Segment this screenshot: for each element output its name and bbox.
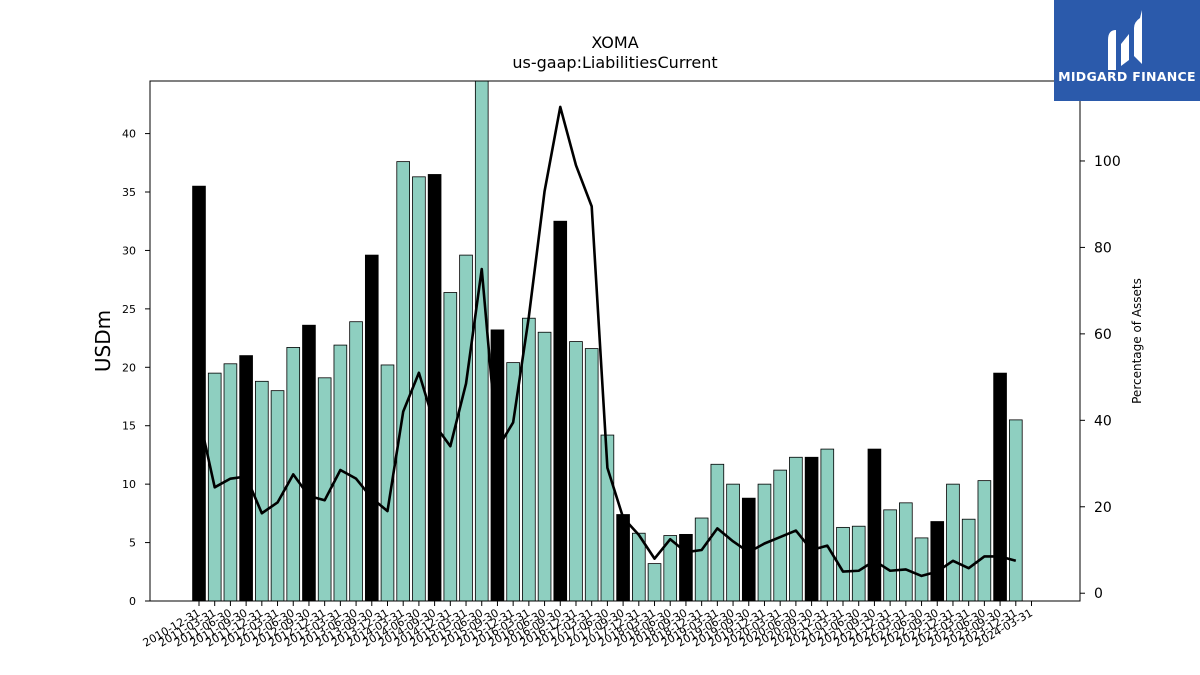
y-tick-label: 0 <box>129 595 136 608</box>
y-tick-label: 30 <box>122 244 136 257</box>
y2-axis-title: Percentage of Assets <box>1130 278 1144 404</box>
line-series <box>197 105 1017 578</box>
plot-frame <box>149 80 1081 602</box>
bar-2021-12-31 <box>883 509 897 602</box>
bar-2017-03-31 <box>584 348 599 602</box>
bar-2020-09-30 <box>804 456 819 602</box>
right-axis-ticks: 0 20 40 60 80 100 <box>1080 154 1121 602</box>
y-tick-label: 15 <box>122 420 136 433</box>
bar-2013-09-30 <box>364 254 379 602</box>
bar-2016-12-31 <box>569 341 583 602</box>
left-axis-ticks: 0 5 10 15 20 25 30 35 40 <box>122 128 150 608</box>
y-tick-label: 20 <box>122 361 136 374</box>
bar-2012-09-30 <box>302 324 316 602</box>
y2-tick-label: 60 <box>1094 327 1112 343</box>
bar-2013-06-30 <box>349 321 363 602</box>
bar-2022-09-30 <box>930 521 945 602</box>
y2-tick-label: 20 <box>1094 500 1112 516</box>
y-axis-title: USDm <box>91 310 115 372</box>
bar-2018-12-31 <box>694 517 709 602</box>
bar-2015-09-30 <box>490 329 505 602</box>
y-tick-label: 5 <box>129 537 136 550</box>
y-tick-label: 25 <box>122 303 136 316</box>
bar-2010-12-31 <box>192 185 206 602</box>
y2-tick-label: 40 <box>1094 413 1112 429</box>
bar-2020-12-31 <box>820 448 835 602</box>
y2-tick-label: 100 <box>1094 154 1121 170</box>
chart-title: XOMA <box>591 33 638 52</box>
bar-2014-03-31 <box>396 161 410 602</box>
bar-2018-03-31 <box>647 563 662 602</box>
bar-2022-12-31 <box>946 483 960 602</box>
bar-2023-03-31 <box>961 518 976 602</box>
bar-2016-06-30 <box>537 331 552 602</box>
bar-2011-12-31 <box>255 380 269 602</box>
logo-mark-icon <box>1108 10 1142 70</box>
bar-2023-09-30 <box>993 372 1007 602</box>
chart-subtitle: us-gaap:LiabilitiesCurrent <box>512 53 717 72</box>
y-tick-label: 40 <box>122 128 136 141</box>
y-tick-label: 10 <box>122 478 136 491</box>
x-axis-ticks: 2010-12-312011-03-312011-06-302011-09-30… <box>141 601 1035 650</box>
bar-2022-03-31 <box>899 502 913 602</box>
bar-2020-06-30 <box>789 456 803 602</box>
bar-2021-06-30 <box>851 525 866 602</box>
logo-text: MIDGARD FINANCE <box>1058 69 1196 84</box>
y2-tick-label: 0 <box>1094 586 1103 602</box>
bar-2018-09-30 <box>679 533 693 602</box>
logo: MIDGARD FINANCE <box>1054 0 1200 101</box>
bar-2016-03-31 <box>522 317 536 602</box>
y2-tick-label: 80 <box>1094 240 1112 256</box>
bar-2017-09-30 <box>616 514 630 602</box>
bar-2023-12-31 <box>1008 419 1023 602</box>
bar-2023-06-30 <box>977 480 992 602</box>
bar-2014-09-30 <box>427 174 442 602</box>
bar-2016-09-30 <box>553 220 568 602</box>
bar-2021-09-30 <box>867 448 882 602</box>
percentage-of-assets-line <box>197 105 1017 578</box>
y-tick-label: 35 <box>122 186 136 199</box>
bar-2015-06-30 <box>474 80 489 602</box>
bar-2022-06-30 <box>914 537 929 602</box>
bar-2015-03-31 <box>459 254 473 602</box>
